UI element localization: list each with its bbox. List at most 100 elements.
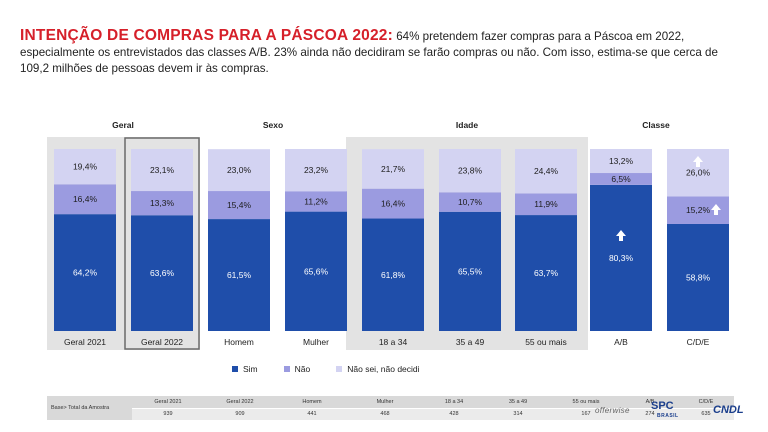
data-label-2-3: 23,1% (150, 165, 175, 175)
base-table-value: 314 (486, 408, 550, 421)
data-label-9-3: 26,0% (686, 168, 711, 178)
data-label-4-3: 23,2% (304, 165, 329, 175)
highlight-box-geral-2022 (124, 137, 200, 350)
category-label-7: 55 ou mais (525, 337, 567, 347)
bar-n-o-8 (590, 173, 652, 185)
bar-sim-6 (439, 211, 501, 331)
base-table-value: 909 (204, 408, 276, 421)
bar-n-o-3 (208, 191, 270, 220)
category-label-5: 18 a 34 (379, 337, 408, 347)
data-label-2-2: 13,3% (150, 198, 175, 208)
base-table-header: A/B (622, 396, 678, 409)
group-label-sexo: Sexo (263, 120, 283, 130)
bar-n-o-1 (54, 184, 116, 215)
data-label-7-3: 24,4% (534, 166, 559, 176)
bar-n-o-2 (131, 191, 193, 216)
data-label-2-1: 63,6% (150, 268, 175, 278)
legend-item-2: Não (283, 364, 311, 374)
base-table-value: 441 (276, 408, 348, 421)
data-label-5-3: 21,7% (381, 164, 406, 174)
base-table-header: Geral 2022 (204, 396, 276, 409)
data-label-1-3: 19,4% (73, 162, 98, 172)
category-label-4: Mulher (303, 337, 329, 347)
data-label-6-1: 65,5% (458, 266, 483, 276)
data-label-4-1: 65,6% (304, 266, 329, 276)
group-label-geral: Geral (112, 120, 134, 130)
cndl-logo: CNDL (713, 404, 744, 416)
category-label-8: A/B (614, 337, 628, 347)
offerwise-logo: offerwise (595, 406, 630, 415)
data-label-9-2: 15,2% (686, 205, 711, 215)
legend: Sim Não Não sei, não decidi (232, 364, 420, 374)
base-table-label: Base> Total da Amostra (47, 396, 132, 421)
data-label-5-2: 16,4% (381, 199, 406, 209)
bar-sim-5 (362, 218, 424, 331)
sample-base-table: Base> Total da Amostra Geral 2021 Geral 20… (47, 396, 734, 421)
base-table-header: Mulher (348, 396, 422, 409)
base-table-value: 167 (550, 408, 622, 421)
category-label-3: Homem (224, 337, 254, 347)
legend-item-3: Não sei, não decidi (336, 364, 420, 374)
bar-n-o-sei-n-o-decidi-1 (54, 149, 116, 185)
base-table-value: 428 (422, 408, 486, 421)
base-table-value: 939 (132, 408, 204, 421)
bar-n-o-6 (439, 192, 501, 212)
data-label-4-2: 11,2% (304, 196, 328, 206)
spc-logo: SPC (651, 400, 674, 412)
data-label-9-1: 58,8% (686, 272, 711, 282)
data-label-3-1: 61,5% (227, 270, 252, 280)
bar-n-o-sei-n-o-decidi-3 (208, 149, 270, 192)
legend-swatch (232, 366, 238, 372)
bar-n-o-sei-n-o-decidi-7 (515, 149, 577, 194)
category-label-6: 35 a 49 (456, 337, 485, 347)
data-label-8-1: 80,3% (609, 253, 634, 263)
bar-n-o-sei-n-o-decidi-6 (439, 149, 501, 193)
legend-label: Não (294, 364, 311, 374)
data-label-1-1: 64,2% (73, 268, 98, 278)
legend-swatch (283, 366, 290, 372)
bar-sim-9 (667, 223, 729, 331)
headline: INTENÇÃO DE COMPRAS PARA A PÁSCOA 2022: … (20, 28, 750, 77)
data-label-3-2: 15,4% (227, 200, 252, 210)
legend-item-1: Sim (232, 364, 258, 374)
base-table-value: 635 (678, 408, 734, 421)
base-table-header: C/D/E (678, 396, 734, 409)
bar-n-o-7 (515, 193, 577, 216)
bar-n-o-9 (667, 196, 729, 224)
group-label-idade: Idade (456, 120, 478, 130)
category-label-2: Geral 2022 (141, 337, 183, 347)
base-table-header: 18 a 34 (422, 396, 486, 409)
base-table-header: 35 a 49 (486, 396, 550, 409)
data-label-7-2: 11,9% (534, 199, 558, 209)
base-table-header: Homem (276, 396, 348, 409)
category-label-9: C/D/E (687, 337, 710, 347)
logos: offerwise SPC BRASIL CNDL (595, 400, 765, 424)
data-label-6-2: 10,7% (458, 197, 483, 207)
data-label-3-3: 23,0% (227, 165, 252, 175)
bar-sim-8 (590, 184, 652, 331)
data-label-5-1: 61,8% (381, 270, 406, 280)
legend-swatch (336, 366, 343, 372)
data-label-8-3: 13,2% (609, 156, 634, 166)
bar-sim-3 (208, 219, 270, 331)
data-label-6-3: 23,8% (458, 166, 483, 176)
bar-sim-7 (515, 215, 577, 331)
legend-label: Sim (243, 364, 258, 374)
up-arrow-icon-cde-nao (711, 204, 721, 215)
up-arrow-icon-ab-sim (616, 230, 626, 241)
bar-n-o-sei-n-o-decidi-5 (362, 149, 424, 189)
group-label-classe: Classe (642, 120, 670, 130)
bar-n-o-sei-n-o-decidi-2 (131, 149, 193, 192)
up-arrow-icon-cde-nao-sei (693, 156, 703, 167)
legend-label: Não sei, não decidi (347, 364, 420, 374)
bar-n-o-4 (285, 191, 347, 212)
data-label-7-1: 63,7% (534, 268, 559, 278)
category-label-1: Geral 2021 (64, 337, 106, 347)
bar-n-o-5 (362, 188, 424, 219)
headline-body: 64% pretendem fazer compras para a Pásco… (20, 30, 718, 75)
bar-sim-4 (285, 211, 347, 331)
bar-n-o-sei-n-o-decidi-4 (285, 149, 347, 192)
data-label-8-2: 6,5% (611, 174, 631, 184)
base-table-value: 274 (622, 408, 678, 421)
